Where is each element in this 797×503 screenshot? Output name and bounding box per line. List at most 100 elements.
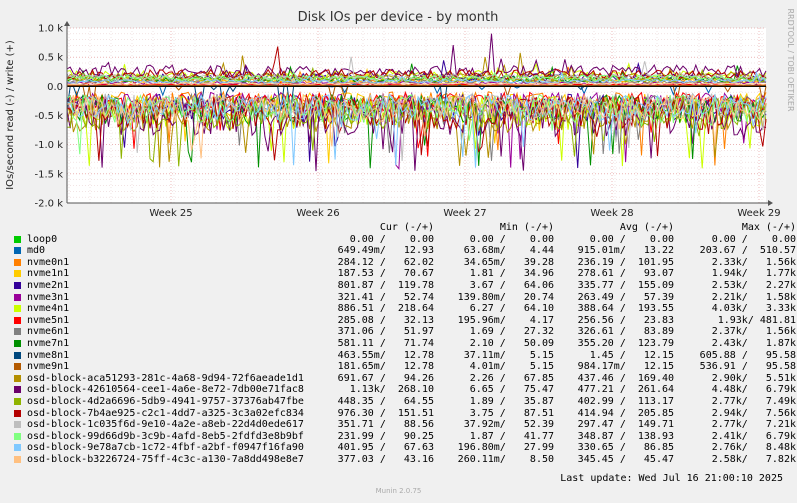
legend-swatch <box>14 363 21 371</box>
series-line-write-osd-block-99d66d9b-3c9b-4afd-8eb5-2fdfd3e8b9bf <box>66 71 767 83</box>
legend-avg-value: 236.19 / 101.95 <box>577 256 674 268</box>
legend-min-value: 37.92m/ 52.39 <box>463 419 554 431</box>
legend-cur-value: 886.51 / 218.64 <box>337 303 434 315</box>
series-line-write-osd-block-9e78a7cb-1c72-4fbf-a2bf-f0947f16fa90 <box>66 71 767 85</box>
legend-avg-value: 263.49 / 57.39 <box>577 291 674 303</box>
legend-cur-value: 401.95 / 67.63 <box>337 442 434 454</box>
legend-item: osd-block-42610564-cee1-4a6e-8e72-7db00e… <box>14 384 796 396</box>
legend-avg-value: 355.20 / 123.79 <box>577 337 674 349</box>
legend-max-value: 2.77k/ 7.49k <box>711 395 796 407</box>
legend-min-value: 2.26 / 67.85 <box>469 372 554 384</box>
legend-swatch <box>14 351 21 359</box>
legend-name: osd-block-1c035f6d-9e10-4a2e-a8eb-22d4d0… <box>27 419 304 431</box>
legend-cur-value: 371.06 / 51.97 <box>337 326 434 338</box>
series-line-read-osd-block-42610564-cee1-4a6e-8e72-7db00e71fac8 <box>66 96 767 172</box>
legend-max-value: 2.76k/ 8.48k <box>711 442 796 454</box>
legend-max-value: 2.37k/ 1.56k <box>711 326 796 338</box>
legend-max-value: 203.67 / 510.57 <box>699 245 796 257</box>
legend-name: osd-block-99d66d9b-3c9b-4afd-8eb5-2fdfd3… <box>27 430 304 442</box>
x-tick-label: Week 27 <box>443 208 486 219</box>
legend-cur-value: 181.65m/ 12.78 <box>337 361 434 373</box>
legend-max-value: 1.94k/ 1.77k <box>711 268 796 280</box>
legend-item: nvme4n1 886.51 / 218.64 6.27 / 64.10 388.64… <box>14 303 796 315</box>
legend-min-value: 6.27 / 64.10 <box>469 303 554 315</box>
legend-avg-value: 477.21 / 261.64 <box>577 384 674 396</box>
legend-avg-value: 984.17m/ 12.15 <box>577 361 674 373</box>
y-tick-label: 0.0 <box>47 82 63 93</box>
legend-name: nvme4n1 <box>27 303 70 315</box>
legend-min-value: 260.11m/ 8.50 <box>457 453 554 465</box>
legend-item: nvme2n1 801.87 / 119.78 3.67 / 64.06 335.77… <box>14 279 796 292</box>
legend-name: nvme8n1 <box>27 349 70 361</box>
legend-swatch <box>14 455 21 463</box>
legend-avg-value: 278.61 / 93.07 <box>577 268 674 280</box>
legend-max-value: 2.90k/ 5.51k <box>711 372 796 384</box>
legend-swatch <box>14 432 21 440</box>
y-tick-label: -1.0 k <box>35 140 64 151</box>
legend-avg-value: 402.99 / 113.17 <box>577 395 674 407</box>
legend-max-value: 2.58k/ 7.82k <box>711 453 796 465</box>
legend-swatch <box>14 258 21 266</box>
legend-name: nvme2n1 <box>27 279 70 291</box>
legend-name: osd-block-b3226724-75ff-4c3c-a130-7a8dd4… <box>27 453 304 465</box>
legend-min-value: 3.67 / 64.06 <box>469 279 554 291</box>
legend-min-value: 3.75 / 87.51 <box>469 407 554 419</box>
legend-header-max: Max (-/+) <box>741 222 796 233</box>
legend-max-value: 536.91 / 95.58 <box>699 361 796 373</box>
legend-max-value: 605.88 / 95.58 <box>699 349 796 361</box>
legend-item: nvme3n1 321.41 / 52.74 139.80m/ 20.74 263.4… <box>14 291 796 304</box>
legend-item: nvme1n1 187.53 / 70.67 1.81 / 34.96 278.61 … <box>14 268 796 280</box>
legend-name: nvme1n1 <box>27 268 70 280</box>
last-update: Last update: Wed Jul 16 21:00:10 2025 <box>560 473 783 484</box>
legend-cur-value: 321.41 / 52.74 <box>337 291 434 303</box>
legend-cur-value: 976.30 / 151.51 <box>337 407 434 419</box>
legend-cur-value: 377.03 / 43.16 <box>337 453 434 465</box>
legend-max-value: 2.53k/ 2.27k <box>711 279 796 291</box>
x-axis-arrow <box>768 200 773 206</box>
legend-min-value: 1.89 / 35.87 <box>469 395 554 407</box>
legend-swatch <box>14 421 21 429</box>
legend-swatch <box>14 397 21 405</box>
legend-swatch <box>14 235 21 243</box>
legend-item: nvme0n1 284.12 / 62.02 34.65m/ 39.28 236.19… <box>14 256 796 269</box>
legend-cur-value: 649.49m/ 12.93 <box>337 245 434 257</box>
legend-max-value: 2.41k/ 6.79k <box>711 430 796 442</box>
x-tick-label: Week 26 <box>296 208 339 219</box>
series-line-write-osd-block-1c035f6d-9e10-4a2e-a8eb-22d4d0ede617 <box>66 56 767 83</box>
legend-cur-value: 691.67 / 94.26 <box>337 372 434 384</box>
legend-max-value: 4.03k/ 3.33k <box>711 303 796 315</box>
axes: 1.0 k 0.5 k 0.0 -0.5 k -1.0 k -1.5 k -2.0 k Wee… <box>35 21 781 219</box>
legend-name: osd-block-7b4ae925-c2c1-4dd7-a325-3c3a02… <box>27 407 304 419</box>
legend-item: osd-block-7b4ae925-c2c1-4dd7-a325-3c3a02… <box>14 407 796 420</box>
legend-avg-value: 326.61 / 83.89 <box>577 326 674 338</box>
legend-cur-value: 1.13k/ 268.10 <box>349 384 434 396</box>
legend-item: osd-block-1c035f6d-9e10-4a2e-a8eb-22d4d0… <box>14 419 796 431</box>
legend-avg-value: 0.00 / 0.00 <box>589 233 674 245</box>
y-tick-label: -0.5 k <box>35 111 64 122</box>
legend-avg-value: 1.45 / 12.15 <box>589 349 674 361</box>
legend-swatch <box>14 374 21 382</box>
legend-cur-value: 0.00 / 0.00 <box>349 233 434 245</box>
legend-min-value: 6.65 / 75.47 <box>469 384 554 396</box>
legend-header-cur: Cur (-/+) <box>379 222 434 233</box>
legend-min-value: 139.80m/ 20.74 <box>457 291 554 303</box>
legend-name: osd-block-42610564-cee1-4a6e-8e72-7db00e… <box>27 384 304 396</box>
generator-label: Munin 2.0.75 <box>375 487 422 495</box>
legend-avg-value: 335.77 / 155.09 <box>577 279 674 291</box>
legend-name: nvme6n1 <box>27 326 70 338</box>
legend-name: nvme0n1 <box>27 256 70 268</box>
legend-name: nvme7n1 <box>27 337 70 349</box>
legend-swatch <box>14 386 21 394</box>
legend-swatch <box>14 328 21 336</box>
legend-rows: loop0 0.00 / 0.00 0.00 / 0.00 0.00 / 0.00 0.… <box>14 233 796 466</box>
legend-name: loop0 <box>27 233 58 245</box>
legend-avg-value: 345.45 / 45.47 <box>577 453 674 465</box>
series-line-read-osd-block-b3226724-75ff-4c3c-a130-7a8dd498e8e7 <box>66 93 767 159</box>
legend-min-value: 2.10 / 50.09 <box>469 337 554 349</box>
series-line-write-nvme9n1 <box>66 83 766 87</box>
legend-name: osd-block-4d2a6696-5db9-4941-9757-37376a… <box>27 395 304 407</box>
legend-item: md0 649.49m/ 12.93 63.68m/ 4.44 915.01m/ 13… <box>14 245 796 257</box>
legend-cur-value: 448.35 / 64.55 <box>337 395 434 407</box>
legend-min-value: 196.80m/ 27.99 <box>457 442 554 454</box>
legend-min-value: 0.00 / 0.00 <box>469 233 554 245</box>
